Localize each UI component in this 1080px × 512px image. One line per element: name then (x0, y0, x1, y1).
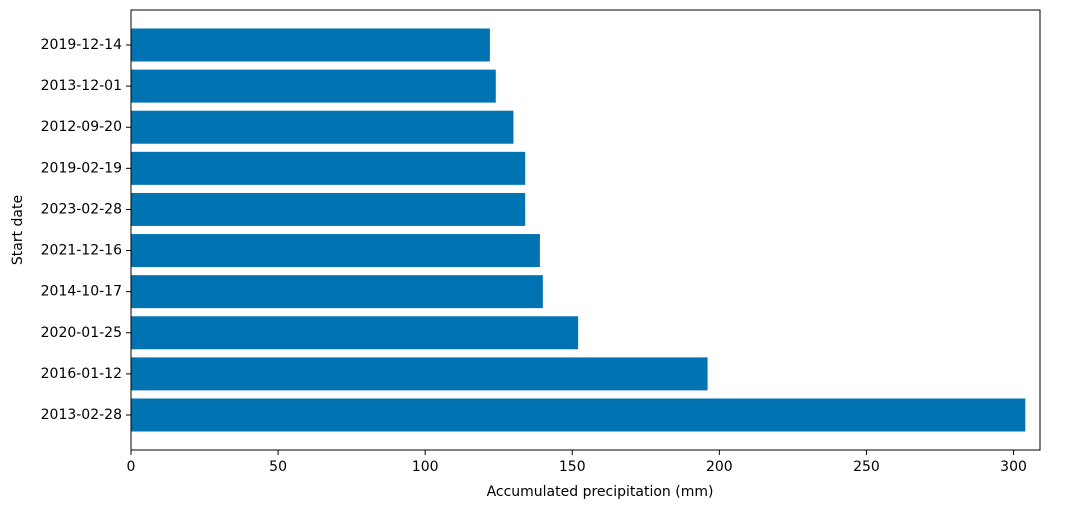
plot-frame (130, 9, 1041, 451)
y-tick-label: 2013-02-28 (41, 407, 122, 423)
x-tick-label: 300 (1000, 459, 1027, 475)
x-tick-label: 150 (559, 459, 586, 475)
y-tick-label: 2023-02-28 (41, 201, 122, 217)
x-tick-label: 100 (412, 459, 439, 475)
y-tick-label: 2012-09-20 (41, 119, 122, 135)
y-axis-title: Start date (10, 195, 26, 265)
y-tick-label: 2013-12-01 (41, 78, 122, 94)
bar (131, 28, 490, 62)
x-tick-label: 50 (269, 459, 287, 475)
x-tick-label: 0 (127, 459, 136, 475)
bar (131, 398, 1026, 432)
y-tick-label: 2020-01-25 (41, 325, 122, 341)
y-tick-label: 2019-02-19 (41, 160, 122, 176)
y-tick-label: 2019-12-14 (41, 37, 122, 53)
y-tick-label: 2016-01-12 (41, 366, 122, 382)
bar (131, 192, 526, 226)
bar (131, 316, 579, 350)
y-tick-label: 2021-12-16 (41, 243, 122, 259)
bar (131, 234, 540, 268)
bar (131, 69, 496, 103)
bar (131, 151, 526, 185)
x-tick-label: 250 (853, 459, 880, 475)
bar (131, 357, 708, 391)
bar (131, 275, 543, 309)
x-tick-label: 200 (706, 459, 733, 475)
bar (131, 110, 514, 144)
y-tick-label: 2014-10-17 (41, 284, 122, 300)
x-axis-title: Accumulated precipitation (mm) (487, 484, 714, 500)
